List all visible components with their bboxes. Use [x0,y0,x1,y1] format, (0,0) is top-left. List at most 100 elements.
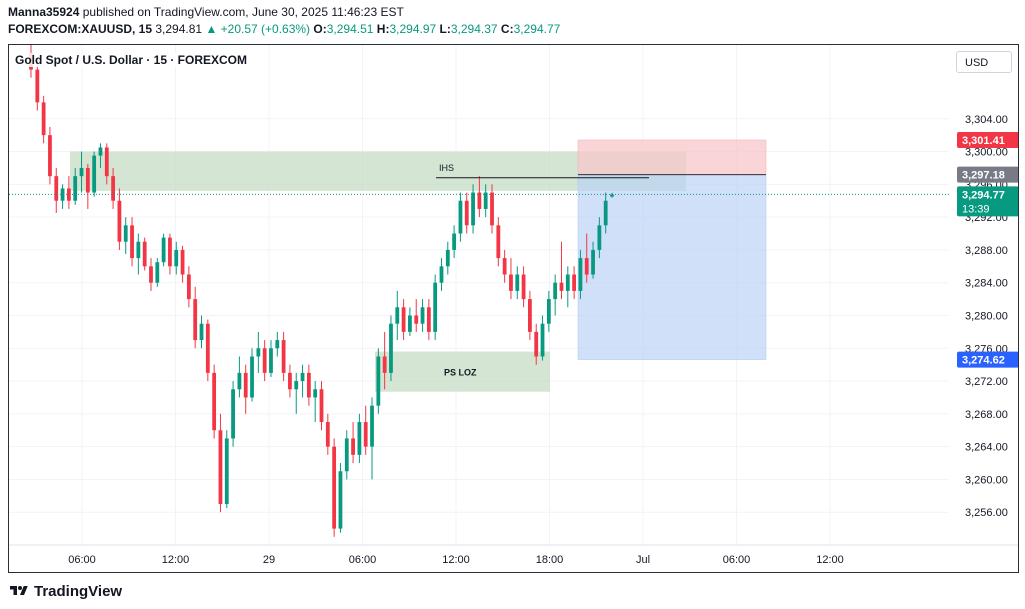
y-tick-label: 3,264.00 [965,442,1008,454]
price-label-text: 3,294.77 [962,189,1005,201]
price-change: ▲ +20.57 (+0.63%) [205,22,311,36]
candle-body [445,249,450,267]
price-label-bg [957,351,1018,368]
ihs-label: IHS [439,163,454,173]
candle-body [344,438,349,472]
candle [382,331,387,390]
tradingview-logo-icon [10,586,28,595]
price-label-countdown: 13:39 [962,203,990,215]
time-axis[interactable]: 06:00 12:00 29 06:00 12:00 18:00 Jul 06:00 12:00 [9,544,1019,566]
candle [502,249,507,283]
candle [193,286,198,349]
candle-body [603,200,608,226]
y-tick-label: 3,256.00 [965,507,1008,519]
author-name[interactable]: Manna35924 [8,5,80,19]
candle-body [111,176,115,201]
candle [98,143,103,168]
candle [515,266,520,300]
candle-body [104,147,109,177]
y-tick-label: 3,272.00 [965,376,1008,388]
candle-body [174,249,179,267]
x-tick-label: 18:00 [536,554,564,566]
x-tick-label: 06:00 [723,554,751,566]
candle-body [477,192,482,209]
candle [294,372,299,414]
candle [433,274,438,341]
x-tick-label: 12:00 [162,554,190,566]
publish-line: Manna35924 published on TradingView.com,… [8,4,560,21]
candle [180,245,185,283]
price-chart[interactable]: IHS PS LOZ 3,256.00 3,260.00 3,264.00 3,268.… [9,45,1019,573]
close-value: 3,294.77 [513,22,561,36]
overlay-layer[interactable]: IHS PS LOZ [9,163,949,378]
candle [123,217,128,255]
candle [218,413,223,513]
candle-body [515,274,520,291]
candle [534,323,539,365]
candle [395,290,400,341]
candle [92,151,97,197]
candle-body [79,167,84,177]
candle [420,299,425,332]
candle-body [464,200,469,226]
candle [212,364,217,439]
price-label-bg [957,166,1018,183]
candle [243,364,248,414]
candle-body [237,372,242,390]
tradingview-logo[interactable]: TradingView [8,580,122,602]
candle-body [325,422,330,447]
candle-body [502,258,507,275]
high-value: 3,294.97 [389,22,437,36]
candle-body [382,356,387,373]
candle-body [565,274,570,291]
candle-body [117,200,122,242]
candle [572,266,577,300]
candle-body [41,102,46,136]
price-label-bg [957,186,1018,217]
candle-body [376,356,381,406]
y-tick-label: 3,280.00 [965,310,1008,322]
open-value: 3,294.51 [326,22,374,36]
candle [597,217,602,259]
candle [111,167,115,209]
candle [414,299,419,332]
candle [610,192,614,198]
candle [130,217,134,267]
candle [565,266,570,308]
price-label-last: 3,294.77 13:39 [957,186,1018,217]
candle-body [578,258,583,291]
candle [528,290,532,341]
candle-body [205,323,210,373]
candle [439,258,444,291]
currency-button[interactable]: USD [956,51,1012,73]
tradingview-brand: TradingView [34,582,123,600]
candle-body [123,225,128,242]
candle-body [528,299,532,332]
y-tick-label: 3,268.00 [965,409,1008,421]
candle [60,184,65,209]
candle [231,381,235,447]
candle [199,315,204,349]
candle [48,126,52,185]
zone-layer[interactable] [70,139,767,392]
chart-frame[interactable]: IHS PS LOZ 3,256.00 3,260.00 3,264.00 3,268.… [8,44,1019,573]
candle [546,290,551,332]
high-label: H: [376,22,390,36]
candle-body [161,237,166,263]
candle-body [433,282,438,332]
candle [591,241,595,279]
x-tick-label: 12:00 [442,554,470,566]
candle-body [186,274,191,300]
x-tick-label: 12:00 [816,554,844,566]
candle-body [224,438,229,505]
candle [357,413,362,464]
price-label-text: 3,297.18 [962,170,1005,182]
candle [408,307,412,336]
candle-body [73,176,78,201]
open-label: O: [313,22,327,36]
candle [161,233,166,267]
candle-body [534,331,539,357]
grid-layer [9,45,949,545]
candle-body [313,389,318,398]
candle [553,274,558,316]
